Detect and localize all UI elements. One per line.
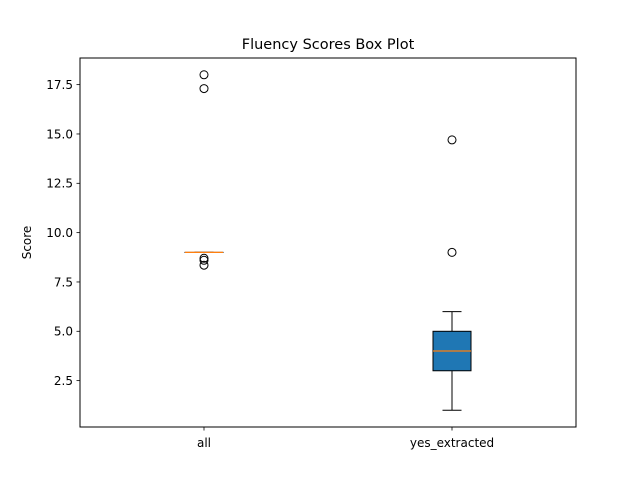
y-tick-label: 7.5 bbox=[54, 275, 73, 289]
y-tick-label: 10.0 bbox=[46, 226, 73, 240]
outlier-point bbox=[447, 247, 457, 257]
plot-frame bbox=[79, 57, 577, 428]
outlier-point bbox=[447, 135, 457, 145]
y-tick-label: 12.5 bbox=[46, 177, 73, 191]
y-tick-label: 17.5 bbox=[46, 78, 73, 92]
box-group-yes_extracted bbox=[432, 135, 472, 411]
chart-title: Fluency Scores Box Plot bbox=[242, 37, 415, 53]
box-group-all bbox=[184, 70, 224, 270]
outlier-point bbox=[199, 84, 209, 94]
plot-area: 2.5 5.0 7.5 10.0 12.5 15.0 17.5 all yes_extracte… bbox=[46, 70, 494, 450]
outlier-point bbox=[199, 260, 209, 270]
x-tick-label: yes_extracted bbox=[410, 436, 494, 450]
x-tick-label: all bbox=[197, 436, 211, 450]
y-tick-label: 5.0 bbox=[54, 325, 73, 339]
y-axis-label: Score bbox=[20, 226, 34, 260]
outlier-point bbox=[199, 70, 209, 80]
outlier-point bbox=[199, 255, 209, 265]
y-tick-label: 15.0 bbox=[46, 127, 73, 141]
y-tick-label: 2.5 bbox=[54, 374, 73, 388]
